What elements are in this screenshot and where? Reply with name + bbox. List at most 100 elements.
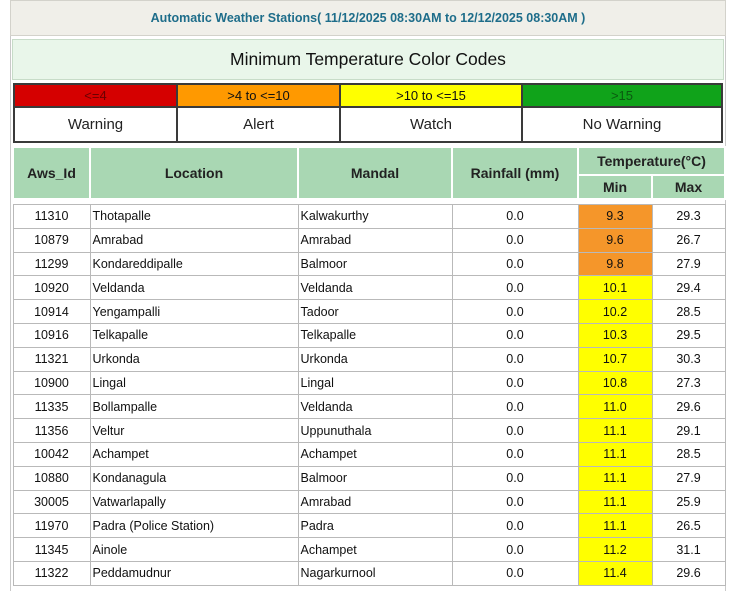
cell-max-temp: 27.3 (651, 370, 726, 396)
col-header-rainfall: Rainfall (mm) (451, 146, 579, 200)
cell-rainfall: 0.0 (451, 299, 579, 324)
table-body: 11310 Thotapalle Kalwakurthy 0.0 9.3 29.3 1087… (12, 199, 726, 586)
cell-max-temp: 26.5 (651, 513, 726, 539)
col-header-max: Max (651, 174, 726, 200)
cell-max-temp: 30.3 (651, 346, 726, 372)
cell-location: Lingal (89, 370, 299, 396)
cell-location: Veldanda (89, 275, 299, 301)
header-spacer (13, 199, 725, 205)
cell-aws-id: 10880 (12, 465, 91, 491)
cell-mandal: Veldanda (297, 275, 453, 301)
legend-label-alert: Alert (176, 106, 341, 143)
cell-rainfall: 0.0 (451, 370, 579, 396)
cell-min-temp: 11.1 (577, 441, 653, 467)
cell-min-temp: 11.1 (577, 418, 653, 443)
cell-mandal: Amrabad (297, 227, 453, 253)
col-header-aws-id: Aws_Id (12, 146, 91, 200)
cell-mandal: Kalwakurthy (297, 204, 453, 229)
cell-rainfall: 0.0 (451, 204, 579, 229)
cell-aws-id: 10914 (12, 299, 91, 324)
table-row: 10920 Veldanda Veldanda 0.0 10.1 29.4 (12, 275, 726, 301)
cell-max-temp: 28.5 (651, 441, 726, 467)
cell-location: Bollampalle (89, 394, 299, 420)
cell-rainfall: 0.0 (451, 275, 579, 301)
cell-max-temp: 29.5 (651, 322, 726, 348)
cell-rainfall: 0.0 (451, 251, 579, 277)
cell-min-temp: 11.1 (577, 513, 653, 539)
col-header-temperature: Temperature(°C) (577, 146, 726, 176)
cell-rainfall: 0.0 (451, 560, 579, 586)
legend-range-watch: >10 to <=15 (339, 83, 523, 108)
cell-min-temp: 10.1 (577, 275, 653, 301)
cell-min-temp: 11.2 (577, 537, 653, 562)
cell-aws-id: 11322 (12, 560, 91, 586)
cell-mandal: Achampet (297, 537, 453, 562)
cell-aws-id: 11335 (12, 394, 91, 420)
legend-range-no-warning: >15 (521, 83, 723, 108)
cell-location: Urkonda (89, 346, 299, 372)
cell-rainfall: 0.0 (451, 537, 579, 562)
table-row: 10880 Kondanagula Balmoor 0.0 11.1 27.9 (12, 465, 726, 491)
cell-max-temp: 27.9 (651, 465, 726, 491)
legend-range-warning: <=4 (13, 83, 178, 108)
cell-min-temp: 11.0 (577, 394, 653, 420)
cell-min-temp: 9.3 (577, 204, 653, 229)
cell-mandal: Balmoor (297, 251, 453, 277)
cell-mandal: Tadoor (297, 299, 453, 324)
legend-label-warning: Warning (13, 106, 178, 143)
table-row: 11321 Urkonda Urkonda 0.0 10.7 30.3 (12, 346, 726, 372)
cell-mandal: Lingal (297, 370, 453, 396)
table-row: 10879 Amrabad Amrabad 0.0 9.6 26.7 (12, 227, 726, 253)
cell-aws-id: 11356 (12, 418, 91, 443)
cell-rainfall: 0.0 (451, 513, 579, 539)
cell-aws-id: 11310 (12, 204, 91, 229)
cell-location: Yengampalli (89, 299, 299, 324)
table-row: 10042 Achampet Achampet 0.0 11.1 28.5 (12, 441, 726, 467)
cell-location: Veltur (89, 418, 299, 443)
spacer-cell (13, 199, 725, 205)
page-title: Automatic Weather Stations( 11/12/2025 0… (150, 11, 586, 25)
cell-aws-id: 10879 (12, 227, 91, 253)
cell-aws-id: 10920 (12, 275, 91, 301)
table-row: 11310 Thotapalle Kalwakurthy 0.0 9.3 29.3 (12, 204, 726, 229)
cell-rainfall: 0.0 (451, 346, 579, 372)
cell-rainfall: 0.0 (451, 441, 579, 467)
cell-min-temp: 10.3 (577, 322, 653, 348)
cell-location: Amrabad (89, 227, 299, 253)
legend-range-row: <=4 >4 to <=10 >10 to <=15 >15 (13, 83, 723, 108)
table-row: 30005 Vatwarlapally Amrabad 0.0 11.1 25.9 (12, 489, 726, 515)
cell-location: Telkapalle (89, 322, 299, 348)
cell-mandal: Nagarkurnool (297, 560, 453, 586)
cell-aws-id: 10900 (12, 370, 91, 396)
legend-label-no-warning: No Warning (521, 106, 723, 143)
table-row: 10914 Yengampalli Tadoor 0.0 10.2 28.5 (12, 299, 726, 324)
col-header-location: Location (89, 146, 299, 200)
color-code-legend: <=4 >4 to <=10 >10 to <=15 >15 Warning A… (13, 83, 723, 143)
cell-rainfall: 0.0 (451, 394, 579, 420)
table-row: 10900 Lingal Lingal 0.0 10.8 27.3 (12, 370, 726, 396)
table-subheader-row: Min Max (13, 174, 726, 200)
cell-min-temp: 10.8 (577, 370, 653, 396)
weather-data-table: Aws_Id Location Mandal Rainfall (mm) Tem… (12, 146, 726, 586)
cell-aws-id: 10916 (12, 322, 91, 348)
table-row: 11322 Peddamudnur Nagarkurnool 0.0 11.4 29.6 (12, 560, 726, 586)
cell-mandal: Uppunuthala (297, 418, 453, 443)
cell-max-temp: 27.9 (651, 251, 726, 277)
col-header-mandal: Mandal (297, 146, 453, 200)
table-row: 10916 Telkapalle Telkapalle 0.0 10.3 29.5 (12, 322, 726, 348)
cell-max-temp: 29.6 (651, 560, 726, 586)
cell-mandal: Veldanda (297, 394, 453, 420)
table-row: 11299 Kondareddipalle Balmoor 0.0 9.8 27.9 (12, 251, 726, 277)
color-codes-heading: Minimum Temperature Color Codes (230, 49, 506, 69)
legend-label-watch: Watch (339, 106, 523, 143)
table-row: 11345 Ainole Achampet 0.0 11.2 31.1 (12, 537, 726, 562)
cell-max-temp: 26.7 (651, 227, 726, 253)
legend-range-alert: >4 to <=10 (176, 83, 341, 108)
cell-aws-id: 10042 (12, 441, 91, 467)
cell-location: Achampet (89, 441, 299, 467)
cell-max-temp: 28.5 (651, 299, 726, 324)
cell-location: Padra (Police Station) (89, 513, 299, 539)
cell-aws-id: 11970 (12, 513, 91, 539)
cell-aws-id: 11321 (12, 346, 91, 372)
legend-label-row: Warning Alert Watch No Warning (13, 106, 723, 143)
